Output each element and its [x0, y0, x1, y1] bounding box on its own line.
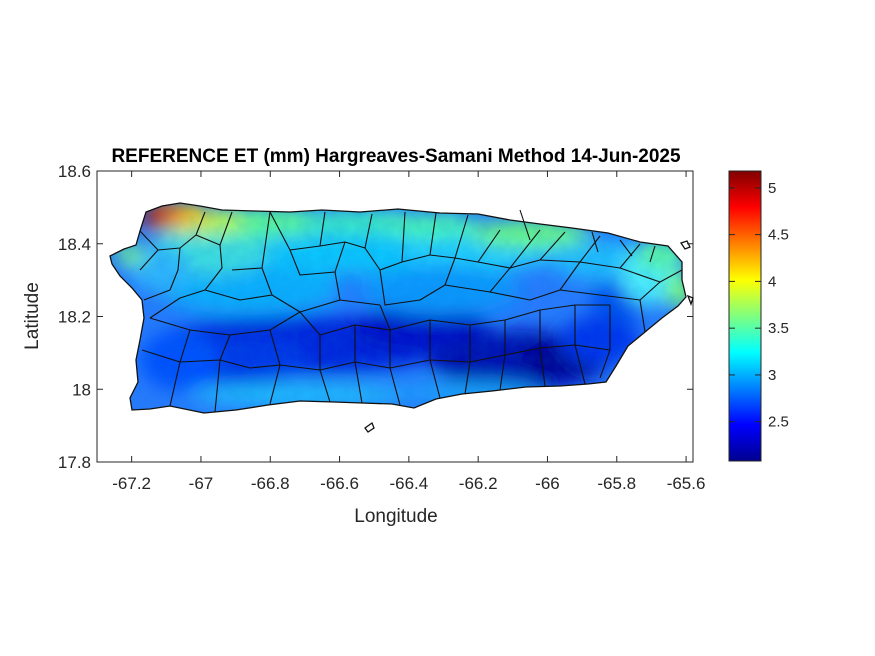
- municipality-boundary: [389, 330, 401, 406]
- municipality-boundary: [319, 335, 331, 403]
- x-tick-label: -65.8: [597, 474, 636, 493]
- municipality-boundary: [299, 311, 391, 336]
- x-tick-label: -67.2: [112, 474, 151, 493]
- municipality-boundary: [141, 344, 611, 371]
- x-tick-label: -66.4: [389, 474, 428, 493]
- et-heatmap: [110, 203, 686, 413]
- coastline: [109, 202, 694, 433]
- municipality-boundary: [379, 304, 610, 331]
- municipality-boundary: [214, 334, 231, 413]
- municipality-boundary: [169, 329, 191, 407]
- colorbar: 2.5 3 3.5 4 4.5 5: [728, 170, 789, 462]
- municipality-boundary: [149, 267, 273, 319]
- municipality-boundary: [559, 281, 661, 301]
- municipality-boundary: [539, 310, 546, 387]
- caja-de-muertos-island: [364, 421, 375, 433]
- municipality-boundary: [599, 305, 611, 379]
- municipality-boundary: [354, 325, 363, 404]
- municipality-boundary: [649, 245, 656, 263]
- y-tick-label: 18.2: [58, 308, 91, 327]
- municipality-boundary: [489, 261, 581, 301]
- municipality-boundary: [639, 299, 646, 333]
- y-axis: 17.8 18 18.2 18.4 18.6: [58, 162, 693, 472]
- municipality-boundary: [429, 320, 441, 399]
- municipality-boundary: [271, 294, 381, 313]
- x-tick-label: -65.6: [667, 474, 706, 493]
- municipality-boundary: [619, 239, 633, 257]
- municipality-boundary: [143, 247, 181, 301]
- municipality-boundary: [334, 271, 341, 301]
- y-tick-label: 18.6: [58, 162, 91, 181]
- municipality-boundary: [204, 244, 223, 291]
- colorbar-tick-label: 2.5: [768, 414, 789, 431]
- colorbar-gradient: [728, 170, 762, 462]
- municipality-boundary: [379, 257, 456, 306]
- x-tick-label: -66.6: [320, 474, 359, 493]
- colorbar-tick-label: 3: [768, 367, 776, 384]
- colorbar-tick-label: 4.5: [768, 227, 789, 244]
- colorbar-tick-label: 5: [768, 180, 776, 197]
- y-tick-label: 18: [72, 380, 91, 399]
- y-tick-label: 17.8: [58, 453, 91, 472]
- x-tick-label: -66: [535, 474, 560, 493]
- colorbar-tick-label: 4: [768, 273, 776, 290]
- chart-title: REFERENCE ET (mm) Hargreaves-Samani Meth…: [111, 146, 681, 167]
- municipality-boundary: [139, 249, 159, 271]
- municipality-boundary: [464, 325, 471, 395]
- colorbar-tick-label: 3.5: [768, 320, 789, 337]
- x-axis: -67.2 -67 -66.8 -66.6 -66.4 -66.2 -66 -65.8 -65.…: [112, 171, 705, 493]
- y-axis-label: Latitude: [22, 282, 43, 350]
- municipality-boundary: [269, 329, 281, 405]
- x-tick-label: -67: [189, 474, 214, 493]
- x-tick-label: -66.8: [251, 474, 290, 493]
- x-tick-label: -66.2: [459, 474, 498, 493]
- small-islet: [679, 240, 691, 250]
- small-islet: [686, 294, 694, 306]
- x-axis-label: Longitude: [354, 506, 437, 527]
- island-outline: [109, 202, 687, 414]
- municipality-boundary: [269, 211, 326, 251]
- municipality-boundary: [364, 211, 406, 271]
- municipality-boundary: [519, 209, 531, 241]
- municipality-boundaries: [139, 209, 683, 413]
- y-tick-label: 18.4: [58, 235, 91, 254]
- municipality-boundary: [499, 320, 506, 391]
- municipality-boundary: [574, 305, 586, 385]
- municipality-boundary: [591, 231, 599, 253]
